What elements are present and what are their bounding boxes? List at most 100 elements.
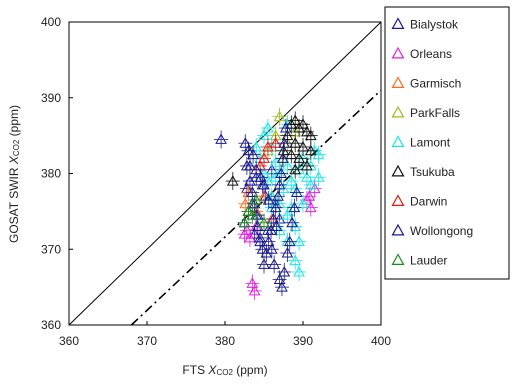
data-point	[254, 231, 266, 243]
legend-item-orleans: Orleans	[391, 46, 452, 61]
data-point	[244, 175, 256, 186]
data-point	[250, 163, 263, 175]
y-tick-label: 370	[41, 242, 61, 256]
data-point	[275, 167, 288, 178]
data-point	[262, 122, 274, 133]
data-point	[238, 216, 251, 228]
y-tick-label: 400	[41, 15, 61, 29]
data-point	[301, 159, 313, 171]
legend-triangle-icon	[391, 164, 405, 177]
legend-triangle-icon	[391, 253, 405, 265]
data-point	[278, 265, 291, 277]
x-tick-label: 370	[137, 334, 157, 348]
data-point	[270, 220, 283, 232]
data-point	[281, 209, 294, 220]
legend-label: Bialystok	[410, 18, 459, 32]
data-point	[281, 247, 294, 258]
data-point	[304, 129, 317, 141]
data-point	[297, 140, 309, 152]
legend-triangle-icon	[391, 194, 405, 206]
data-point	[279, 122, 292, 133]
legend-item-parkfalls: ParkFalls	[391, 105, 460, 120]
x-tick-label: 390	[293, 334, 313, 348]
legend-item-tsukuba: Tsukuba	[391, 164, 455, 179]
y-tick-label: 380	[41, 167, 61, 181]
one-to-one-line	[68, 21, 382, 326]
data-point	[293, 265, 305, 277]
legend-label: Lauder	[410, 254, 447, 268]
data-point	[312, 148, 325, 160]
data-point	[273, 224, 286, 235]
data-point	[289, 137, 302, 148]
data-point	[293, 122, 305, 133]
data-point	[289, 163, 302, 175]
data-point	[248, 284, 261, 296]
data-point	[247, 148, 259, 160]
data-point	[285, 148, 298, 160]
data-point	[301, 171, 313, 182]
series-wollongong	[238, 119, 304, 297]
legend-label: Garmisch	[410, 77, 461, 91]
y-axis-label: GOSAT SWIR XCO2 (ppm)	[7, 105, 21, 243]
legend-item-lamont: Lamont	[391, 135, 451, 150]
series-tsukuba	[225, 111, 318, 191]
data-point	[276, 152, 289, 163]
data-point	[246, 209, 259, 220]
data-point	[255, 171, 267, 182]
y-axis: 360 370 380 390 400	[41, 15, 73, 332]
data-point	[308, 182, 321, 194]
x-tick-label: 360	[59, 334, 79, 348]
data-point	[258, 129, 270, 141]
legend-item-lauder: Lauder	[391, 253, 447, 268]
data-point	[258, 258, 270, 269]
data-points	[214, 107, 326, 300]
data-point	[239, 197, 252, 209]
data-point	[273, 178, 286, 190]
legend-item-garmisch: Garmisch	[391, 76, 461, 91]
legend-label: Orleans	[410, 47, 452, 61]
data-point	[273, 110, 286, 122]
data-point	[283, 235, 296, 247]
x-axis-label: FTS XCO2 (ppm)	[182, 363, 267, 377]
data-point	[267, 212, 280, 224]
data-point	[265, 224, 277, 235]
data-point	[269, 137, 282, 148]
data-point	[262, 235, 275, 247]
data-point	[289, 254, 302, 266]
data-point	[290, 186, 303, 197]
data-point	[297, 118, 309, 129]
data-point	[293, 152, 305, 163]
data-point	[288, 201, 301, 213]
data-point	[293, 235, 305, 247]
data-point	[269, 201, 282, 213]
legend-triangle-icon	[391, 46, 405, 59]
legend-item-bialystok: Bialystok	[391, 17, 459, 32]
data-point	[278, 137, 291, 148]
data-point	[286, 216, 298, 228]
data-point	[262, 193, 275, 205]
data-point	[276, 281, 288, 292]
data-point	[285, 175, 298, 186]
legend-item-darwin: Darwin	[391, 194, 447, 209]
legend-triangle-icon	[391, 135, 405, 147]
data-point	[289, 114, 302, 125]
series-lauder	[237, 191, 271, 232]
x-axis: 360 370 380 390 400	[59, 321, 391, 348]
data-point	[258, 216, 270, 228]
data-point	[250, 193, 263, 205]
data-point	[281, 129, 294, 141]
data-point	[244, 231, 256, 243]
y-tick-label: 390	[41, 91, 61, 105]
legend-item-wollongong: Wollongong	[391, 223, 473, 238]
data-point	[240, 159, 253, 171]
data-point	[246, 186, 259, 197]
legend-triangle-icon	[391, 76, 405, 89]
legend-triangle-icon	[391, 223, 405, 236]
x-tick-label: 380	[215, 334, 235, 348]
data-point	[226, 175, 239, 186]
legend-box	[384, 6, 510, 280]
data-point	[281, 159, 294, 171]
data-point	[277, 182, 290, 194]
